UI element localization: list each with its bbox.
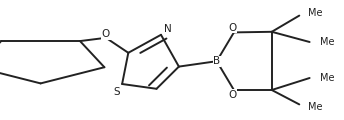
Text: B: B	[213, 56, 220, 66]
Text: Me: Me	[320, 73, 334, 83]
Text: S: S	[114, 87, 120, 97]
Text: Me: Me	[308, 8, 322, 18]
Text: N: N	[164, 24, 172, 34]
Text: Me: Me	[320, 37, 334, 47]
Text: O: O	[228, 90, 236, 100]
Text: O: O	[102, 29, 110, 39]
Text: O: O	[228, 23, 236, 33]
Text: Me: Me	[308, 102, 322, 112]
